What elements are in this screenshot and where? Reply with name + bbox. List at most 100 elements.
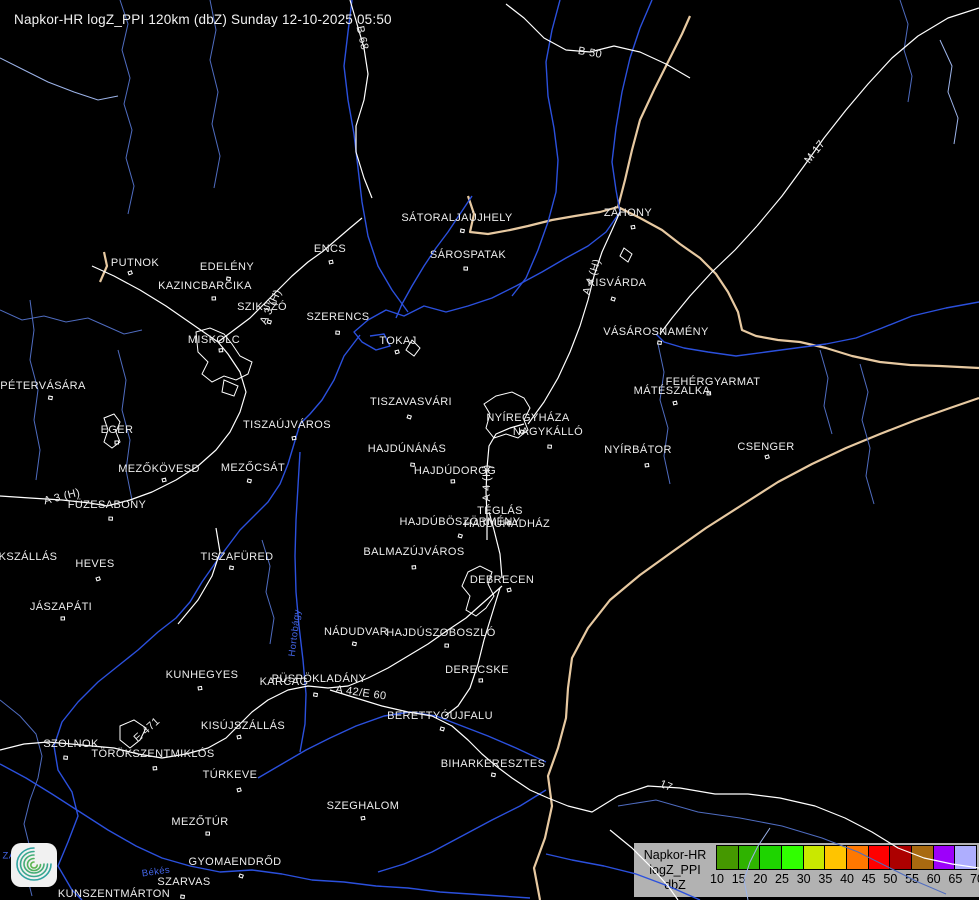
city-label: EGER xyxy=(100,424,134,436)
village-dot xyxy=(291,435,297,441)
city-label: SZERENCS xyxy=(306,311,370,323)
city-label: HEVES xyxy=(75,558,115,570)
product-title: Napkor-HR logZ_PPI 120km (dbZ) Sunday 12… xyxy=(14,12,392,27)
village-dot xyxy=(410,462,416,467)
village-dot xyxy=(351,641,358,647)
legend-radar-name: Napkor-HR xyxy=(643,847,707,862)
road-label: A 3 (H) xyxy=(42,486,82,508)
village-dot xyxy=(672,400,678,406)
village-dot xyxy=(197,685,203,691)
city-label: FÜZESABONY xyxy=(67,499,147,511)
river-label: Hortobágy xyxy=(286,608,304,658)
village-dot xyxy=(246,478,253,484)
village-dot xyxy=(657,340,663,346)
city-label: SZOLNOK xyxy=(43,738,99,750)
village-dot xyxy=(236,734,242,740)
village-dot xyxy=(610,296,616,302)
village-dot xyxy=(764,454,770,460)
city-label: ENCS xyxy=(313,243,347,255)
road-label: A 4 (H) xyxy=(481,464,493,502)
city-label: PÉTERVÁSÁRA xyxy=(0,380,86,392)
storm-swirl-logo xyxy=(11,843,57,887)
city-label: BERETTYÓÚJFALU xyxy=(387,710,493,722)
village-dot xyxy=(47,395,54,401)
city-label: SZEGHALOM xyxy=(326,800,400,812)
village-dot xyxy=(63,755,69,760)
village-dot xyxy=(457,533,463,539)
legend-tick-label: 70 xyxy=(970,872,979,886)
city-label: NÁDUDVAR xyxy=(323,626,389,638)
city-label: KSZÁLLÁS xyxy=(0,551,58,563)
legend-color-box xyxy=(716,845,739,870)
village-dot xyxy=(225,276,232,282)
river-label: Békés xyxy=(141,864,171,880)
village-dot xyxy=(161,477,167,483)
village-dot xyxy=(312,692,319,698)
village-dot xyxy=(630,224,636,230)
village-dot xyxy=(547,444,553,449)
village-dot xyxy=(205,831,211,836)
legend-tick-label: 15 xyxy=(731,872,746,886)
village-dot xyxy=(411,565,417,570)
city-label: SÁTORALJAÚJHELY xyxy=(401,212,513,224)
road-label: A 3 (H) xyxy=(257,287,285,327)
city-label: CSENGER xyxy=(737,441,795,453)
road-label: B 68 xyxy=(353,24,371,52)
city-label: MÁTÉSZALKA xyxy=(633,385,711,397)
city-label: ZÁHONY xyxy=(603,207,653,219)
city-label: EDELÉNY xyxy=(199,261,255,273)
city-label: SZIKSZÓ xyxy=(237,301,287,313)
legend-tick-label: 55 xyxy=(905,872,919,886)
city-label: TÚRKEVE xyxy=(202,769,258,781)
legend-color-box xyxy=(802,845,826,870)
village-dot xyxy=(706,391,712,396)
city-label: VÁSÁROSNAMÉNY xyxy=(603,326,709,338)
road-label: A 42/E 60 xyxy=(334,683,388,703)
legend-color-box xyxy=(867,845,891,870)
city-label: TÖRÖKSZENTMIKLÓS xyxy=(91,748,215,760)
road-label: M 17 xyxy=(802,138,828,166)
city-outline-shapes xyxy=(103,247,633,749)
reflectivity-legend: Napkor-HR logZ_PPI dbZ 10 15 20 25 30 35 40 45 5… xyxy=(634,843,979,897)
village-dot xyxy=(266,319,272,325)
city-label: HAJDÚDOROG xyxy=(413,465,497,477)
village-dot xyxy=(459,228,466,234)
city-label: DEBRECEN xyxy=(469,574,535,586)
village-outline-dots xyxy=(47,224,770,900)
swirl-icon xyxy=(16,847,52,881)
city-label: KUNSZENTMÁRTON xyxy=(57,888,171,900)
legend-tick-label: 40 xyxy=(840,872,854,886)
village-dot xyxy=(180,894,186,900)
city-label: BALMAZÚJVÁROS xyxy=(363,546,465,558)
city-label: TISZAÚJVÁROS xyxy=(243,419,331,431)
city-label: KAZINCBARCIKA xyxy=(158,280,252,292)
city-label: SZARVAS xyxy=(157,876,211,888)
legend-tick-label: 50 xyxy=(883,872,898,886)
city-label: NYÍREGYHÁZA xyxy=(486,412,570,424)
city-label: KISÚJSZÁLLÁS xyxy=(200,720,286,732)
legend-tick-label: 25 xyxy=(775,872,789,886)
city-label: GYOMAENDRŐD xyxy=(188,856,282,868)
legend-tick-label: 20 xyxy=(753,872,768,886)
river-lines-light xyxy=(0,39,959,900)
legend-tick-label: 30 xyxy=(796,872,811,886)
country-border-lines xyxy=(98,15,979,900)
legend-product-name: logZ_PPI xyxy=(649,862,701,877)
village-dot xyxy=(238,873,244,879)
city-label: DERECSKE xyxy=(445,664,509,676)
village-dot xyxy=(228,565,235,571)
city-label: BIHARKERESZTES xyxy=(440,758,546,770)
city-label: KISVÁRDA xyxy=(587,277,647,289)
city-label: JÁSZAPÁTI xyxy=(29,601,93,613)
village-dot xyxy=(450,479,456,484)
legend-tick-label: 65 xyxy=(948,872,963,886)
village-dot xyxy=(236,787,242,793)
village-dot xyxy=(95,576,101,582)
village-dot xyxy=(218,348,224,353)
village-dot xyxy=(406,414,412,420)
road-label: E 471 xyxy=(131,715,163,745)
village-dot xyxy=(478,678,484,683)
